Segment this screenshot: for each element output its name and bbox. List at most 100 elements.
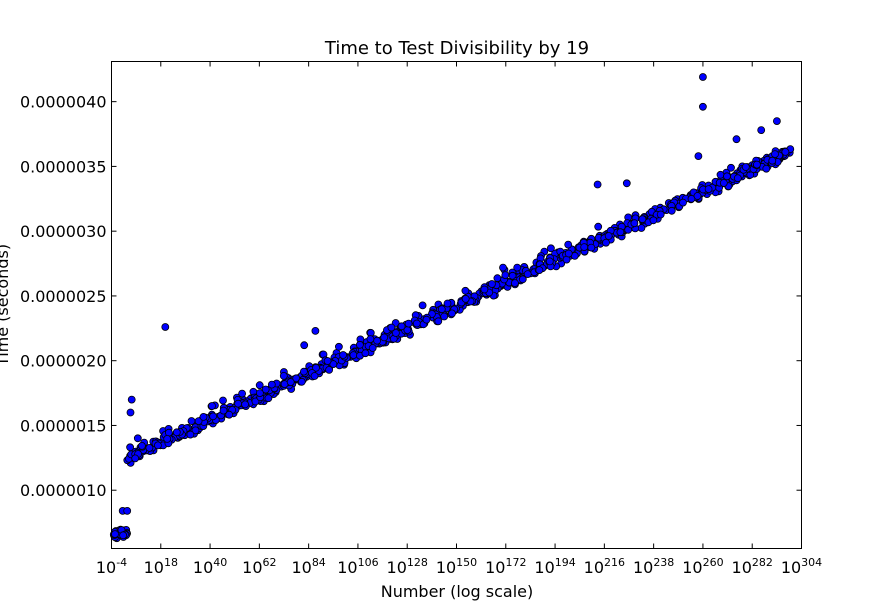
x-tick-label: 10304	[781, 556, 822, 577]
x-tick-exponent: 150	[456, 556, 477, 569]
x-tick-base: 10	[291, 558, 311, 577]
data-point	[368, 344, 377, 352]
data-point	[323, 357, 332, 365]
x-tick-exponent: 216	[604, 556, 625, 569]
x-tick-base: 10	[485, 558, 505, 577]
x-tick-exponent: 62	[263, 556, 277, 569]
x-tick-label: 1040	[193, 556, 227, 577]
x-tick-base: 10	[584, 558, 604, 577]
data-point	[161, 323, 170, 331]
x-tick-exponent: 194	[555, 556, 576, 569]
data-point	[194, 417, 203, 426]
x-tick-label: 10194	[534, 556, 575, 577]
data-point	[145, 443, 154, 452]
x-tick-base: 10	[732, 558, 752, 577]
data-point	[123, 506, 132, 515]
y-tick-label: 0.0000040	[20, 93, 107, 112]
x-tick-base: 10	[242, 558, 262, 577]
data-point	[234, 399, 243, 408]
data-point	[127, 395, 136, 404]
x-tick-label: 10150	[436, 556, 477, 577]
data-point	[580, 243, 589, 252]
data-point	[771, 150, 779, 159]
data-point	[199, 412, 208, 421]
data-point	[564, 240, 573, 249]
data-point	[753, 160, 761, 169]
data-point	[325, 365, 334, 374]
data-point	[225, 410, 234, 419]
data-point	[219, 396, 227, 405]
data-point	[264, 394, 273, 403]
x-tick-label: 10172	[485, 556, 526, 577]
data-point	[238, 389, 247, 398]
x-tick-label: 1018	[144, 556, 178, 577]
data-point	[297, 377, 306, 386]
x-tick-base: 10	[96, 558, 116, 577]
data-point	[219, 406, 228, 415]
x-tick-base: 10	[436, 558, 456, 577]
data-point	[391, 329, 400, 337]
x-tick-base: 10	[534, 558, 554, 577]
data-point	[694, 152, 703, 161]
x-tick-exponent: 18	[164, 556, 178, 569]
data-point	[545, 257, 554, 266]
data-point	[361, 349, 370, 358]
x-tick-label: 10238	[633, 556, 674, 577]
data-point	[448, 309, 456, 318]
data-point	[443, 299, 452, 308]
y-axis-label: Time (seconds)	[0, 244, 12, 367]
x-tick-exponent: 260	[703, 556, 724, 569]
y-tick-label: 0.0000015	[20, 416, 107, 435]
data-point	[311, 326, 320, 335]
data-point	[186, 430, 195, 439]
data-point	[153, 441, 162, 450]
y-axis-ticks: 0.0000010 0.0000015 0.0000020 0.0000025 0.00…	[20, 93, 802, 500]
x-tick-label: 1084	[291, 556, 325, 577]
data-point	[267, 380, 276, 389]
data-point	[286, 378, 295, 387]
x-tick-label: 10128	[387, 556, 428, 577]
x-tick-label: 1062	[242, 556, 276, 577]
data-point	[111, 530, 119, 538]
y-tick-label: 0.0000020	[20, 352, 107, 371]
data-point	[699, 73, 707, 81]
x-tick-base: 10	[781, 558, 801, 577]
data-point	[732, 135, 741, 144]
data-point	[699, 102, 707, 111]
x-tick-exponent: 106	[358, 556, 379, 569]
data-point	[412, 319, 421, 328]
data-point	[373, 336, 382, 345]
data-point	[300, 341, 309, 350]
data-point	[461, 286, 470, 295]
data-point	[587, 243, 596, 252]
data-point	[762, 164, 771, 173]
x-axis-ticks: 10-4 1018 1040 1062 1084 10106 10128 10150 10172…	[96, 61, 822, 577]
data-point	[137, 441, 146, 450]
x-tick-label: 10216	[584, 556, 625, 577]
data-point	[251, 397, 260, 406]
data-point	[255, 389, 264, 398]
data-point	[339, 351, 348, 359]
data-point	[437, 305, 446, 314]
x-tick-base: 10	[387, 558, 407, 577]
x-tick-label: 10282	[732, 556, 773, 577]
data-point	[208, 402, 216, 410]
data-point	[434, 317, 443, 326]
x-tick-base: 10	[337, 558, 357, 577]
data-point	[131, 454, 140, 463]
data-point	[501, 271, 510, 280]
data-point	[312, 363, 320, 372]
x-tick-exponent: 84	[312, 556, 326, 569]
data-points	[109, 73, 795, 543]
data-point	[719, 179, 728, 187]
data-point	[487, 280, 496, 288]
data-point	[172, 428, 181, 437]
data-point	[334, 342, 343, 351]
x-tick-base: 10	[144, 558, 164, 577]
data-point	[723, 172, 731, 181]
data-point	[535, 266, 544, 275]
data-point	[733, 174, 742, 183]
data-point	[604, 232, 613, 240]
data-point	[187, 417, 196, 425]
